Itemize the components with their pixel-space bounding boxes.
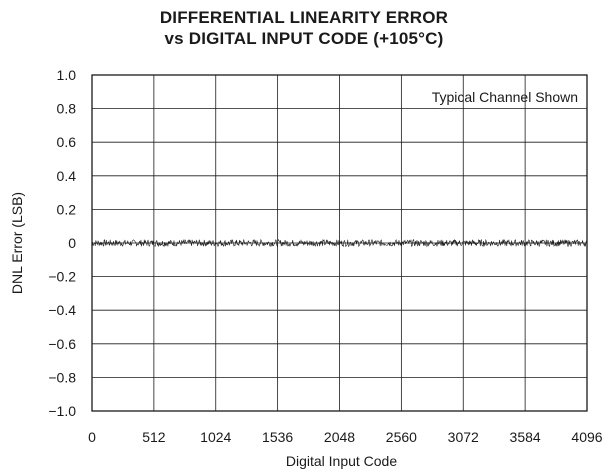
x-axis-title: Digital Input Code (286, 453, 398, 469)
x-tick-label: 2048 (324, 429, 355, 445)
y-axis-title: DNL Error (LSB) (9, 192, 25, 294)
y-tick-label: 0.4 (57, 168, 77, 184)
y-tick-label: 0.6 (57, 134, 77, 150)
chart-title: DIFFERENTIAL LINEARITY ERROR (159, 8, 449, 27)
chart-subtitle: vs DIGITAL INPUT CODE (+105°C) (164, 29, 444, 48)
x-tick-label: 4096 (571, 429, 602, 445)
y-tick-label: −0.8 (48, 369, 76, 385)
y-tick-label: 1.0 (57, 67, 77, 83)
x-tick-label: 0 (88, 429, 96, 445)
x-tick-label: 1024 (200, 429, 231, 445)
y-tick-label: 0.8 (57, 101, 77, 117)
x-tick-label: 2560 (386, 429, 417, 445)
y-tick-label: −0.6 (48, 336, 76, 352)
y-tick-label: 0 (68, 235, 76, 251)
y-tick-label: 0.2 (57, 201, 77, 217)
y-tick-label: −0.4 (48, 302, 76, 318)
x-tick-label: 3584 (510, 429, 541, 445)
dnl-trace (91, 238, 588, 248)
y-tick-label: −1.0 (48, 403, 76, 419)
x-tick-label: 512 (142, 429, 166, 445)
y-tick-label: −0.2 (48, 269, 76, 285)
x-tick-label: 3072 (448, 429, 479, 445)
annotation-label: Typical Channel Shown (432, 89, 578, 105)
x-tick-label: 1536 (262, 429, 293, 445)
